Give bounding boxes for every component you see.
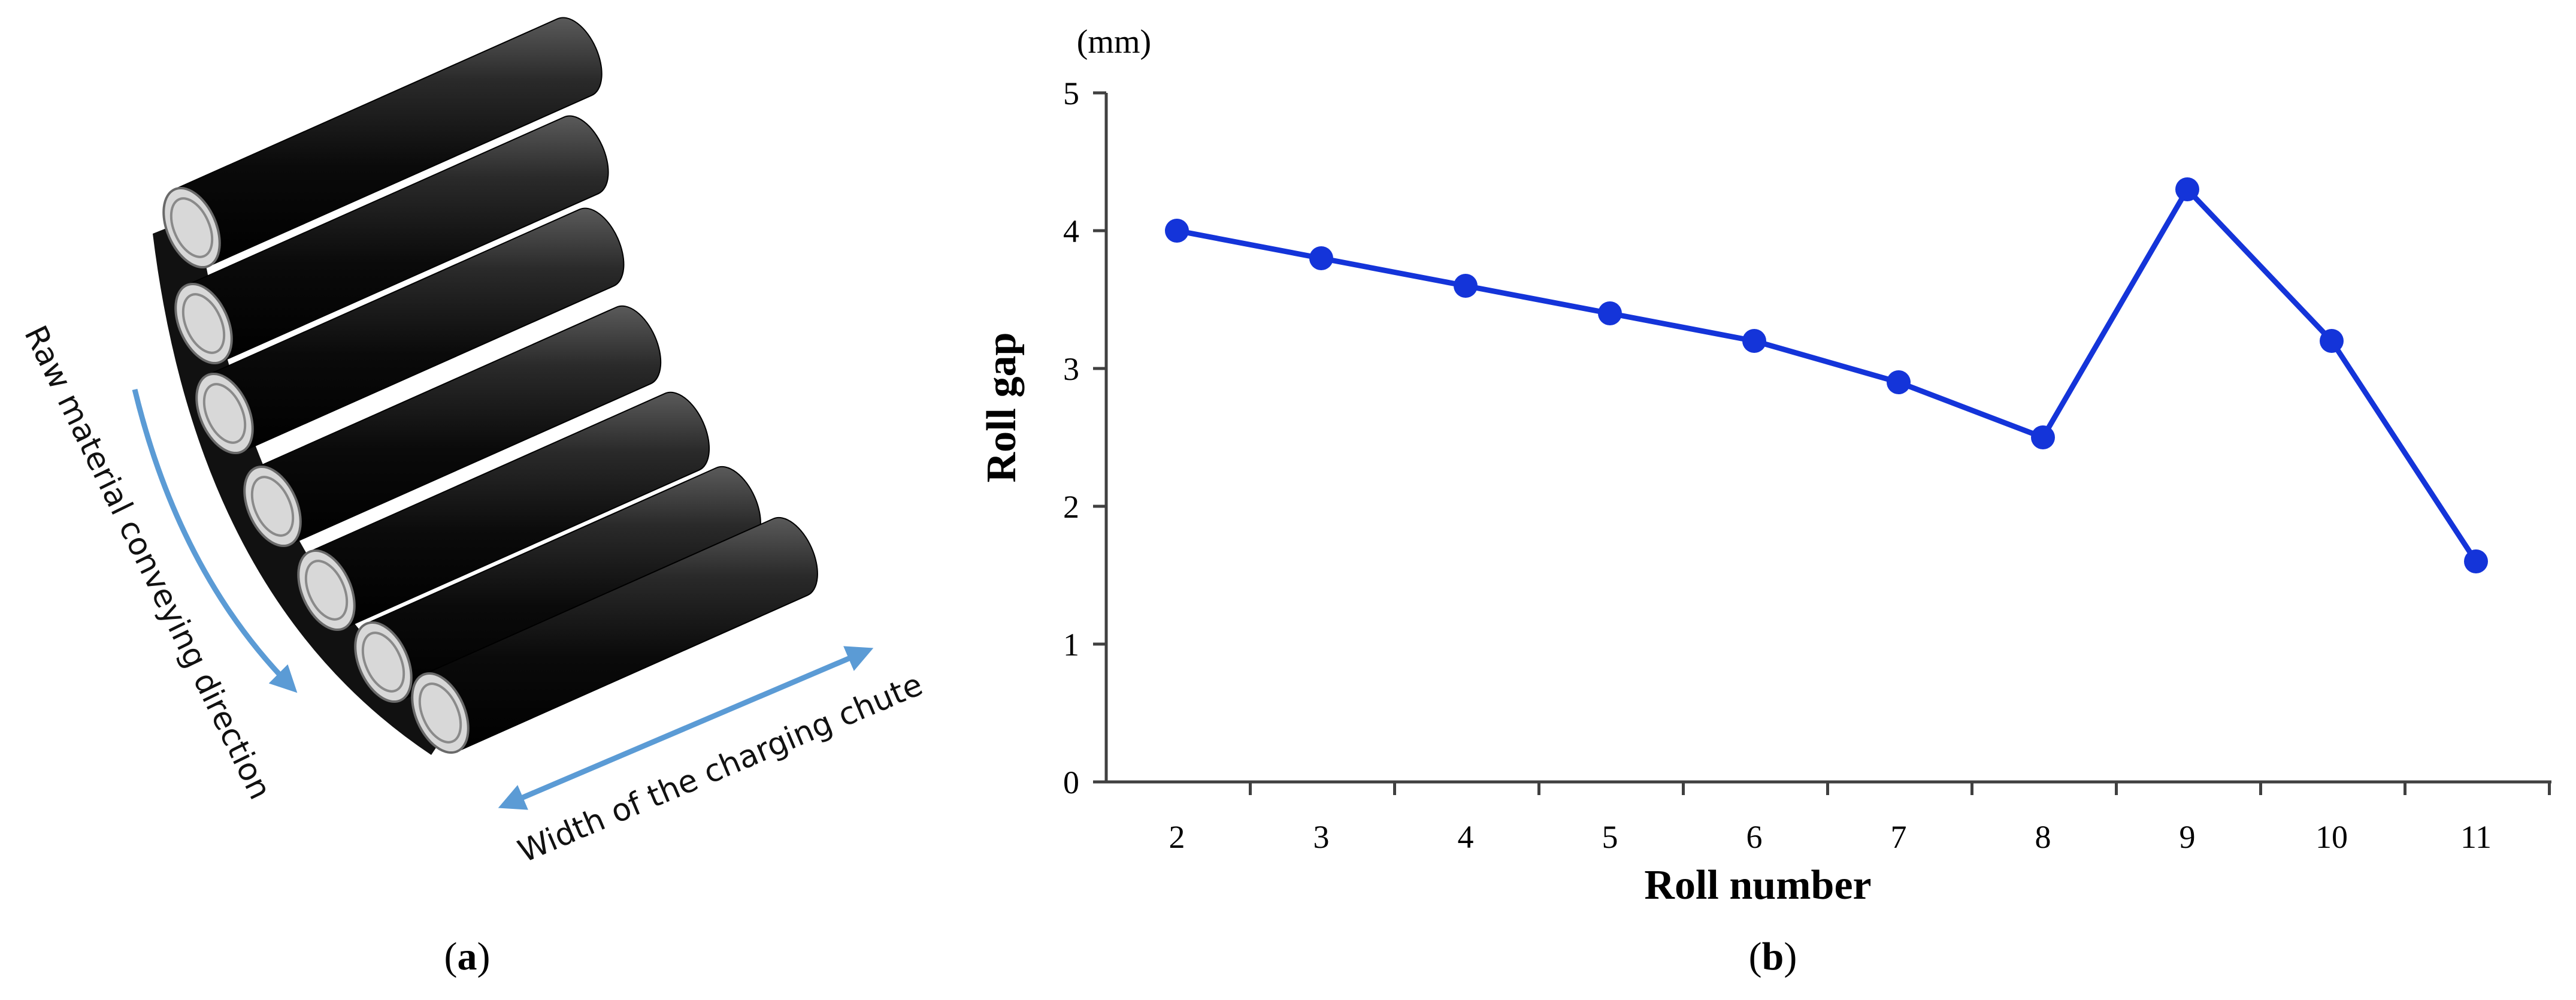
roll-end-cap bbox=[354, 621, 413, 703]
data-point bbox=[1309, 246, 1333, 270]
roll bbox=[297, 391, 710, 632]
chute-width-arrow bbox=[498, 646, 874, 810]
roll-end-cap bbox=[174, 282, 233, 365]
roll bbox=[162, 17, 603, 269]
roll-end-inner bbox=[304, 560, 349, 621]
x-axis-title: Roll number bbox=[1644, 862, 1871, 908]
x-tick-label: 5 bbox=[1602, 819, 1618, 855]
roll-end-inner bbox=[250, 476, 295, 537]
roll-body bbox=[308, 391, 710, 630]
roll-end-cap bbox=[297, 549, 356, 632]
data-point bbox=[1165, 219, 1189, 243]
x-tick-label: 3 bbox=[1313, 819, 1330, 855]
data-point bbox=[1454, 274, 1478, 298]
roll-end-inner bbox=[418, 682, 462, 744]
roll-end-inner bbox=[361, 632, 405, 693]
data-point bbox=[1887, 370, 1911, 394]
y-axis-title: Roll gap bbox=[979, 333, 1025, 483]
data-point bbox=[2175, 177, 2199, 201]
roll-end-inner bbox=[202, 383, 247, 444]
data-point bbox=[2464, 549, 2488, 573]
roll-end-inner bbox=[169, 197, 214, 258]
roll-end-inner bbox=[181, 293, 226, 354]
x-ticks: 2 3 4 5 6 7 8 9 10 11 bbox=[1169, 782, 2551, 855]
roll-body bbox=[255, 305, 662, 546]
y-tick-label: 1 bbox=[1063, 627, 1079, 663]
y-tick-label: 2 bbox=[1063, 489, 1079, 525]
data-point bbox=[1742, 329, 1766, 353]
roll-gap-chart: 0 1 2 3 4 5 2 3 4 5 6 7 8 9 10 11 (mm) Roll gap Roll n… bbox=[979, 23, 2551, 978]
caption-b: (b) bbox=[1749, 935, 1797, 978]
x-tick-label: 7 bbox=[1891, 819, 1907, 855]
roll-body bbox=[207, 207, 625, 453]
roll-end-cap bbox=[411, 672, 470, 754]
y-unit-label: (mm) bbox=[1077, 23, 1151, 61]
y-tick-label: 5 bbox=[1063, 75, 1079, 111]
data-point bbox=[1598, 301, 1622, 325]
x-tick-label: 8 bbox=[2035, 819, 2051, 855]
roll-end-cap bbox=[195, 372, 254, 455]
x-tick-label: 10 bbox=[2315, 819, 2348, 855]
y-ticks: 0 1 2 3 4 5 bbox=[1063, 75, 1106, 800]
x-tick-label: 11 bbox=[2460, 819, 2492, 855]
data-point bbox=[2031, 425, 2055, 449]
roll bbox=[174, 115, 609, 365]
conveying-direction-arrow bbox=[132, 388, 298, 693]
roll-illustration: Raw material conveying direction Width o… bbox=[17, 17, 928, 978]
x-tick-label: 4 bbox=[1458, 819, 1474, 855]
roll bbox=[243, 305, 662, 548]
data-point bbox=[2320, 329, 2344, 353]
series-points bbox=[1165, 177, 2488, 573]
x-tick-label: 9 bbox=[2180, 819, 2196, 855]
roll-end-cap bbox=[162, 186, 221, 269]
roll-body bbox=[186, 115, 609, 363]
rolls-group bbox=[162, 17, 818, 754]
caption-a: (a) bbox=[444, 935, 491, 978]
y-tick-label: 0 bbox=[1063, 765, 1079, 800]
series-line bbox=[1176, 186, 2478, 563]
roll bbox=[195, 207, 625, 455]
roll-end-cap bbox=[243, 465, 302, 548]
x-tick-label: 6 bbox=[1746, 819, 1763, 855]
y-tick-label: 4 bbox=[1063, 213, 1079, 249]
roll-body bbox=[174, 17, 603, 267]
y-tick-label: 3 bbox=[1063, 351, 1079, 387]
x-tick-label: 2 bbox=[1169, 819, 1185, 855]
